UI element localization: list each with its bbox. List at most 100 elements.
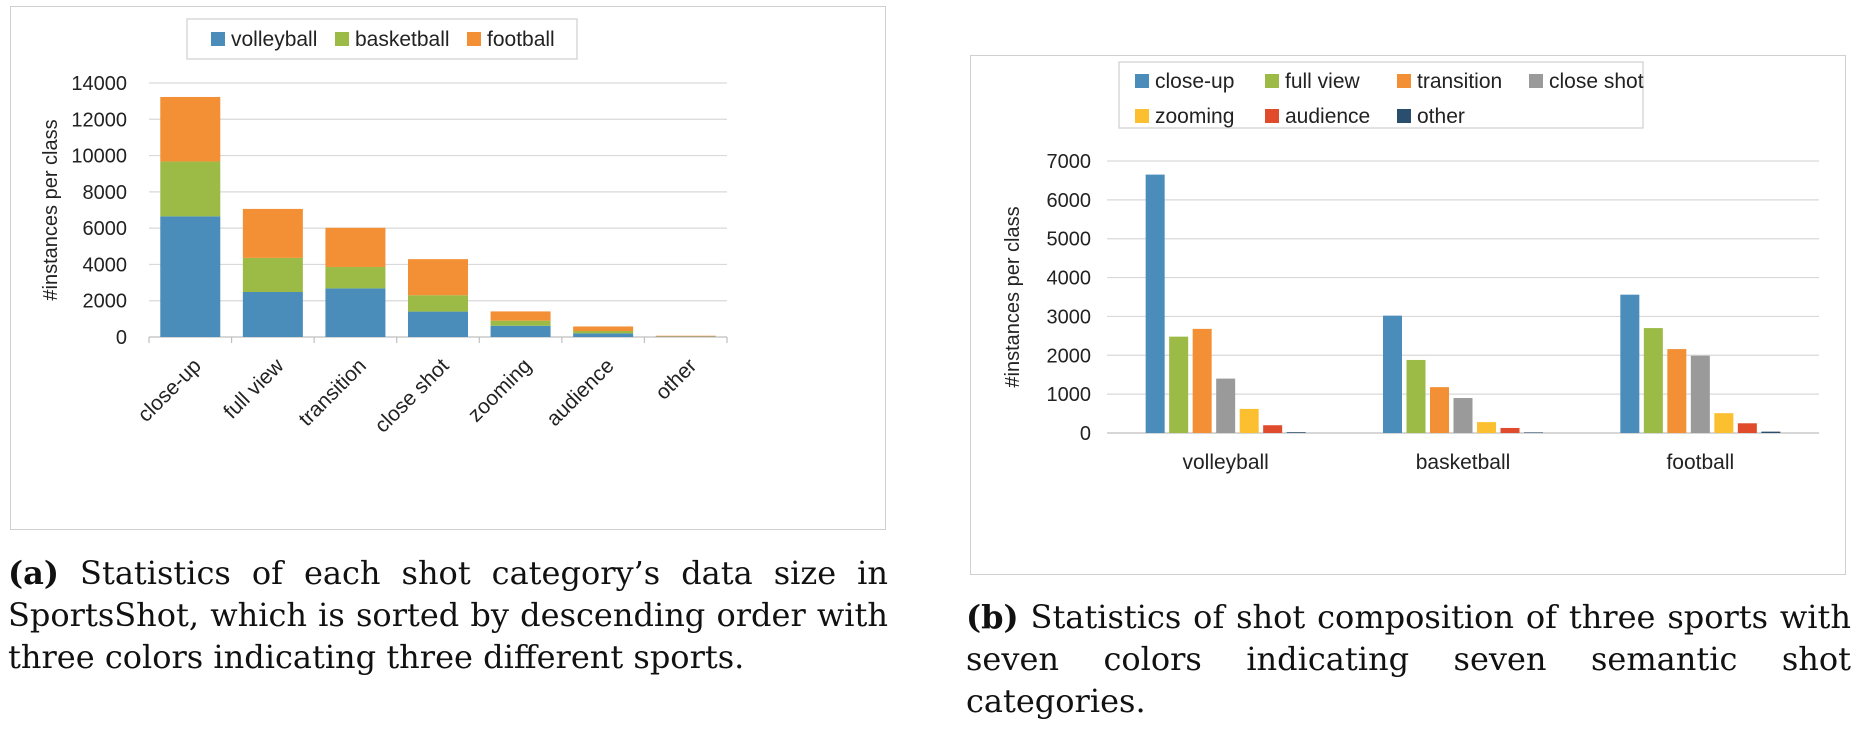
legend-swatch [1397, 109, 1411, 123]
y-tick-label: 12000 [71, 109, 127, 131]
bar [1761, 431, 1781, 433]
x-tick-label: close shot [370, 354, 453, 437]
x-tick-label: volleyball [1182, 451, 1268, 474]
y-axis-label: #instances per class [1002, 206, 1024, 387]
chart-panel-b: 0 1000 2000 3000 4000 5000 6000 7000 #instances … [970, 55, 1846, 575]
x-tick-label: full view [219, 354, 289, 424]
bar-segment [655, 335, 716, 337]
x-tick-label: basketball [1416, 451, 1511, 474]
bar-segment [325, 288, 386, 337]
legend-swatch [1135, 74, 1149, 88]
bar-segment [490, 320, 551, 326]
x-tick-label: zooming [464, 354, 536, 426]
y-tick-label: 2000 [1047, 345, 1092, 367]
bar [1145, 174, 1165, 433]
y-tick-label: 4000 [83, 254, 128, 276]
x-tick-label: audience [542, 354, 619, 431]
caption-b-label: (b) [966, 598, 1019, 636]
bar [1643, 328, 1663, 433]
caption-a: (a) Statistics of each shot category’s d… [8, 552, 888, 678]
bar-segment [490, 311, 551, 321]
legend-label: volleyball [231, 28, 317, 51]
legend-swatch [335, 32, 349, 46]
legend-swatch [1265, 109, 1279, 123]
legend-label: basketball [355, 28, 450, 51]
y-tick-label: 0 [1080, 423, 1091, 445]
bar-segment [573, 331, 634, 334]
y-tick-label: 5000 [1047, 229, 1092, 251]
y-tick-label: 7000 [1047, 151, 1092, 173]
bar [1169, 336, 1189, 433]
bar-segment [408, 259, 468, 296]
bar [1500, 427, 1520, 433]
bar [1430, 387, 1449, 433]
y-tick-label: 10000 [71, 146, 127, 168]
y-tick-label: 8000 [83, 182, 128, 204]
legend-swatch [1265, 74, 1279, 88]
chart-panel-a: 0 2000 4000 6000 8000 10000 12000 14000 #instanc… [10, 6, 886, 530]
legend-label: close shot [1549, 70, 1644, 93]
y-tick-label: 6000 [1047, 190, 1092, 212]
bar [1690, 355, 1710, 433]
y-tick-label: 3000 [1047, 306, 1092, 328]
x-tick-label: close-up [133, 354, 205, 426]
y-tick-label: 14000 [71, 73, 127, 95]
legend-swatch [467, 32, 481, 46]
x-tick-label: transition [294, 354, 371, 431]
bar [1620, 294, 1640, 433]
legend-swatch [1529, 74, 1543, 88]
legend-label: football [487, 28, 555, 51]
legend-swatch [1397, 74, 1411, 88]
bar-segment [408, 311, 468, 337]
bar [1286, 432, 1306, 433]
bar-segment [160, 96, 221, 162]
legend-label: full view [1285, 70, 1361, 93]
bar [1667, 349, 1687, 433]
bar [1383, 315, 1402, 433]
bar-segment [160, 161, 221, 217]
bar [1263, 425, 1283, 433]
caption-a-text: Statistics of each shot category’s data … [8, 554, 889, 676]
bar [1477, 422, 1496, 433]
bar-segment [573, 326, 634, 332]
bar-segment [242, 257, 303, 293]
bar-segment [573, 333, 634, 337]
legend-label: audience [1285, 105, 1370, 128]
y-tick-label: 4000 [1047, 268, 1092, 290]
y-tick-label: 6000 [83, 218, 128, 240]
legend-swatch [1135, 109, 1149, 123]
legend-label: close-up [1155, 70, 1234, 93]
x-tick-label: football [1666, 451, 1734, 474]
chart-b-svg: 0 1000 2000 3000 4000 5000 6000 7000 #instances … [1002, 61, 1819, 474]
y-axis-label: #instances per class [40, 119, 62, 300]
bar-segment [160, 216, 221, 337]
legend-box [186, 18, 578, 60]
chart-a-svg: 0 2000 4000 6000 8000 10000 12000 14000 #instanc… [40, 18, 728, 437]
legend-label: other [1417, 105, 1465, 128]
legend-label: transition [1417, 70, 1502, 93]
bar-segment [490, 325, 551, 337]
bar [1453, 398, 1473, 433]
bar [1524, 432, 1543, 433]
y-tick-label: 0 [116, 327, 127, 349]
bar-segment [325, 227, 386, 267]
caption-a-label: (a) [8, 554, 60, 592]
caption-b: (b) Statistics of shot composition of th… [966, 596, 1851, 722]
legend-label: zooming [1155, 105, 1234, 128]
y-tick-label: 2000 [83, 291, 128, 313]
bar [1406, 359, 1426, 433]
bar [1714, 413, 1734, 433]
legend-box [1118, 61, 1644, 129]
legend-swatch [211, 32, 225, 46]
y-tick-label: 1000 [1047, 384, 1092, 406]
bar [1216, 378, 1236, 433]
bar [1239, 408, 1259, 433]
caption-b-text: Statistics of shot composition of three … [966, 598, 1852, 720]
bar-segment [242, 208, 303, 258]
bar-segment [408, 295, 468, 312]
x-tick-label: other [651, 354, 701, 404]
bar [1192, 328, 1212, 433]
bar-segment [242, 292, 303, 337]
bar [1737, 423, 1757, 433]
bar-segment [325, 266, 386, 289]
